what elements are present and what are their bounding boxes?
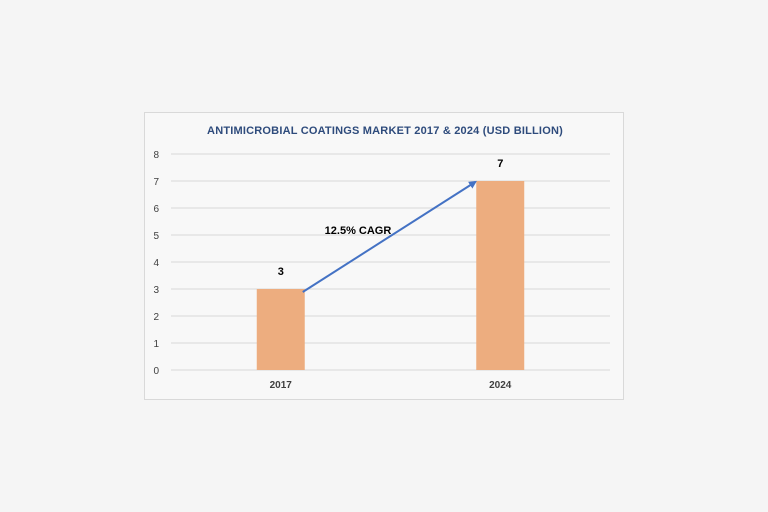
cagr-annotation: 12.5% CAGR <box>325 225 392 237</box>
y-tick-label: 0 <box>153 366 159 377</box>
chart-title: ANTIMICROBIAL COATINGS MARKET 2017 & 202… <box>207 125 563 137</box>
x-tick-label: 2024 <box>489 380 512 391</box>
bars <box>256 181 525 370</box>
bar-2024 <box>476 181 525 370</box>
data-label: 3 <box>278 266 284 278</box>
x-axis-ticks: 2017 2024 <box>270 380 512 391</box>
data-label: 7 <box>497 158 503 170</box>
y-axis-ticks: 0 1 2 3 4 5 6 7 8 <box>153 150 159 377</box>
data-labels: 37 <box>278 158 504 278</box>
y-tick-label: 7 <box>153 177 159 188</box>
y-tick-label: 3 <box>153 285 159 296</box>
y-tick-label: 1 <box>153 339 159 350</box>
y-tick-label: 5 <box>153 231 159 242</box>
y-tick-label: 6 <box>153 204 159 215</box>
x-tick-label: 2017 <box>270 380 293 391</box>
y-tick-label: 4 <box>153 258 159 269</box>
bar-chart: ANTIMICROBIAL COATINGS MARKET 2017 & 202… <box>153 125 610 391</box>
chart-panel: ANTIMICROBIAL COATINGS MARKET 2017 & 202… <box>144 112 624 400</box>
gridlines <box>171 153 610 371</box>
y-tick-label: 2 <box>153 312 159 323</box>
y-tick-label: 8 <box>153 150 159 161</box>
cagr-arrow <box>302 180 477 293</box>
bar-2017 <box>256 289 305 370</box>
